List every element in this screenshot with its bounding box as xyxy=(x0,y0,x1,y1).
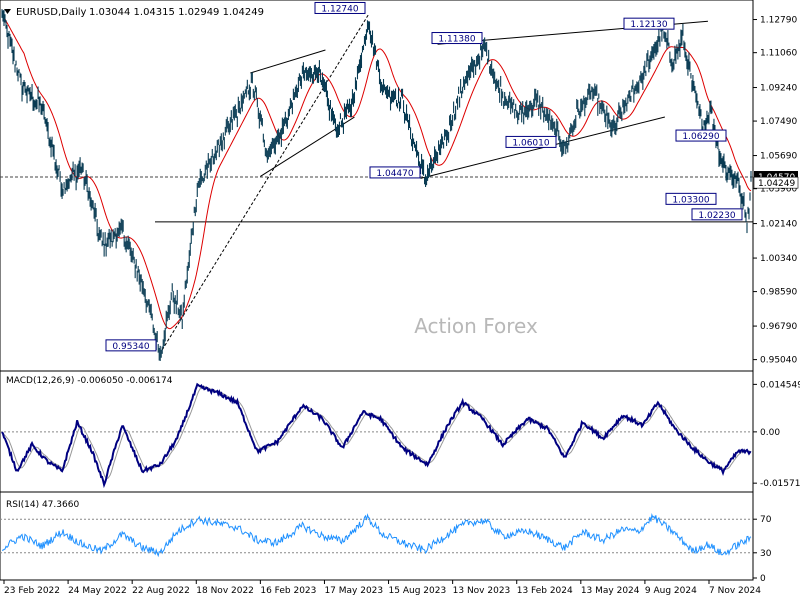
rsi-panel: RSI(14) 47.3660 70 30 0 xyxy=(0,491,772,584)
time-axis-label: 23 Feb 2022 xyxy=(4,586,60,596)
moving-average xyxy=(1,13,752,330)
annotation-label: 1.04470 xyxy=(376,169,413,179)
price-annotations: 1.12740 1.11380 1.12130 1.06010 1.04470 1.062… xyxy=(105,1,743,352)
annotation-label: 1.12130 xyxy=(630,20,667,30)
rsi-label: RSI(14) 47.3660 xyxy=(6,500,79,510)
macd-line xyxy=(1,382,752,489)
price-panel: Action Forex EURUSD,Daily 1.03044 1.0431… xyxy=(0,0,799,372)
watermark: Action Forex xyxy=(414,314,538,338)
price-axis-label: 0.98590 xyxy=(760,288,797,298)
annotation-box xyxy=(314,1,366,14)
rsi-line xyxy=(2,513,752,558)
dashed-level-tag-box xyxy=(754,171,798,183)
annotation-box xyxy=(665,192,717,205)
time-axis-label: 18 Nov 2022 xyxy=(196,586,254,596)
current-price-tag: 1.04249 xyxy=(758,179,795,189)
time-axis-label: 24 May 2022 xyxy=(68,586,127,596)
annotation-box xyxy=(623,17,675,30)
macd-axis-label: -0.015712 xyxy=(760,479,800,489)
macd-panel: MACD(12,26,9) -0.006050 -0.006174 0.0145… xyxy=(0,370,800,493)
rsi-axis-label: 70 xyxy=(760,515,772,525)
price-axis-label: 0.95040 xyxy=(760,356,797,366)
price-axis: 1.12790 1.11060 1.09240 1.07490 1.05690 1.039… xyxy=(753,16,797,366)
price-tags: 1.045701.04249 xyxy=(753,171,799,189)
annotation-box xyxy=(675,129,727,142)
annotation-box xyxy=(691,208,743,221)
time-axis-label: 7 Nov 2024 xyxy=(709,586,761,596)
time-axis-label: 13 May 2024 xyxy=(581,586,640,596)
annotation-label: 1.02230 xyxy=(698,211,735,221)
macd-axis-label: 0.00 xyxy=(760,428,780,438)
macd-axis-label: 0.014549 xyxy=(760,380,800,390)
annotation-box xyxy=(505,135,557,148)
price-axis-label: 1.07490 xyxy=(760,117,797,127)
rsi-axis: 70 30 0 xyxy=(0,515,772,584)
trendline[interactable] xyxy=(161,14,369,351)
ohlc-readout: 1.03044 1.04315 1.02949 1.04249 xyxy=(89,7,264,18)
price-axis-label: 1.00340 xyxy=(760,254,797,264)
annotation-label: 1.06290 xyxy=(682,132,719,142)
time-axis-label: 13 Nov 2023 xyxy=(453,586,511,596)
annotation-label: 1.06010 xyxy=(512,138,549,148)
annotation-label: 0.95340 xyxy=(112,342,149,352)
symbol-dropdown-icon[interactable] xyxy=(4,9,11,14)
annotation-label: 1.12740 xyxy=(321,4,358,14)
time-axis: 23 Feb 2022 24 May 2022 22 Aug 2022 18 Nov … xyxy=(3,580,761,596)
trendline[interactable] xyxy=(250,49,326,74)
time-axis-label: 16 Feb 2023 xyxy=(260,586,316,596)
current-price-tag-box xyxy=(753,176,799,189)
rsi-series xyxy=(2,513,752,558)
time-axis-label: 22 Aug 2022 xyxy=(132,586,190,596)
annotation-box xyxy=(431,32,483,45)
time-axis-label: 17 May 2023 xyxy=(324,586,383,596)
annotation-box xyxy=(369,166,421,179)
price-series xyxy=(1,9,752,361)
rsi-plot-frame xyxy=(0,491,754,581)
price-axis-label: 1.11060 xyxy=(760,49,797,59)
price-axis-label: 1.09240 xyxy=(760,84,797,94)
price-axis-label: 1.03960 xyxy=(760,185,797,195)
time-axis-label: 9 Aug 2024 xyxy=(645,586,697,596)
time-axis-label: 13 Feb 2024 xyxy=(517,586,573,596)
price-axis-label: 0.96790 xyxy=(760,322,797,332)
rsi-axis-label: 30 xyxy=(760,549,772,559)
time-axis-label: 15 Aug 2023 xyxy=(389,586,447,596)
annotation-label: 1.03300 xyxy=(672,195,709,205)
annotation-box xyxy=(105,339,157,352)
macd-series xyxy=(1,382,752,489)
macd-label: MACD(12,26,9) -0.006050 -0.006174 xyxy=(6,376,173,386)
symbol-label: EURUSD,Daily xyxy=(16,7,87,18)
annotation-label: 1.11380 xyxy=(438,35,475,45)
price-axis-label: 1.05690 xyxy=(760,152,797,162)
rsi-axis-label: 0 xyxy=(760,574,766,584)
price-axis-label: 1.02140 xyxy=(760,220,797,230)
price-plot-frame xyxy=(0,0,754,372)
moving-average-line xyxy=(1,13,752,330)
price-axis-label: 1.12790 xyxy=(760,16,797,26)
